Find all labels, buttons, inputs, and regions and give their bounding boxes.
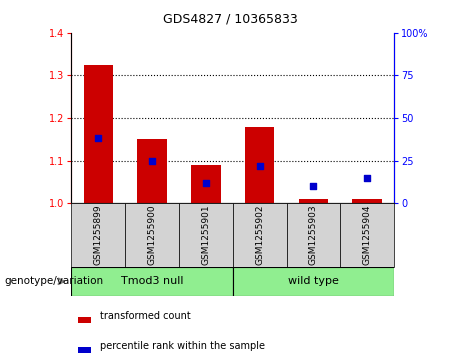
Bar (83, 65, 113, 203)
Bar (233, 203, 287, 267)
Bar (340, 203, 394, 267)
Point (95, 135, 102, 141)
Bar (125, 203, 179, 267)
Bar (71, 203, 125, 267)
Bar (78, 347, 91, 354)
Bar (233, 267, 394, 296)
Text: GSM1255901: GSM1255901 (201, 205, 210, 265)
Bar (137, 139, 167, 203)
Bar (287, 203, 340, 267)
Point (364, 175, 371, 181)
Bar (353, 199, 382, 203)
Text: GSM1255900: GSM1255900 (148, 205, 157, 265)
Point (202, 180, 210, 186)
Text: GSM1255899: GSM1255899 (94, 205, 103, 265)
Bar (191, 165, 221, 203)
Bar (78, 317, 91, 323)
Text: GSM1255904: GSM1255904 (363, 205, 372, 265)
Text: GDS4827 / 10365833: GDS4827 / 10365833 (163, 13, 298, 26)
Bar (245, 127, 274, 203)
Point (256, 163, 263, 169)
Text: GSM1255903: GSM1255903 (309, 205, 318, 265)
Bar (179, 203, 233, 267)
Text: wild type: wild type (288, 276, 339, 286)
Text: GSM1255902: GSM1255902 (255, 205, 264, 265)
Point (148, 158, 156, 163)
Text: percentile rank within the sample: percentile rank within the sample (100, 341, 266, 351)
Bar (299, 199, 328, 203)
Point (310, 183, 317, 189)
Text: genotype/variation: genotype/variation (5, 276, 104, 286)
Bar (71, 267, 233, 296)
Text: transformed count: transformed count (100, 311, 191, 321)
Text: Tmod3 null: Tmod3 null (121, 276, 183, 286)
